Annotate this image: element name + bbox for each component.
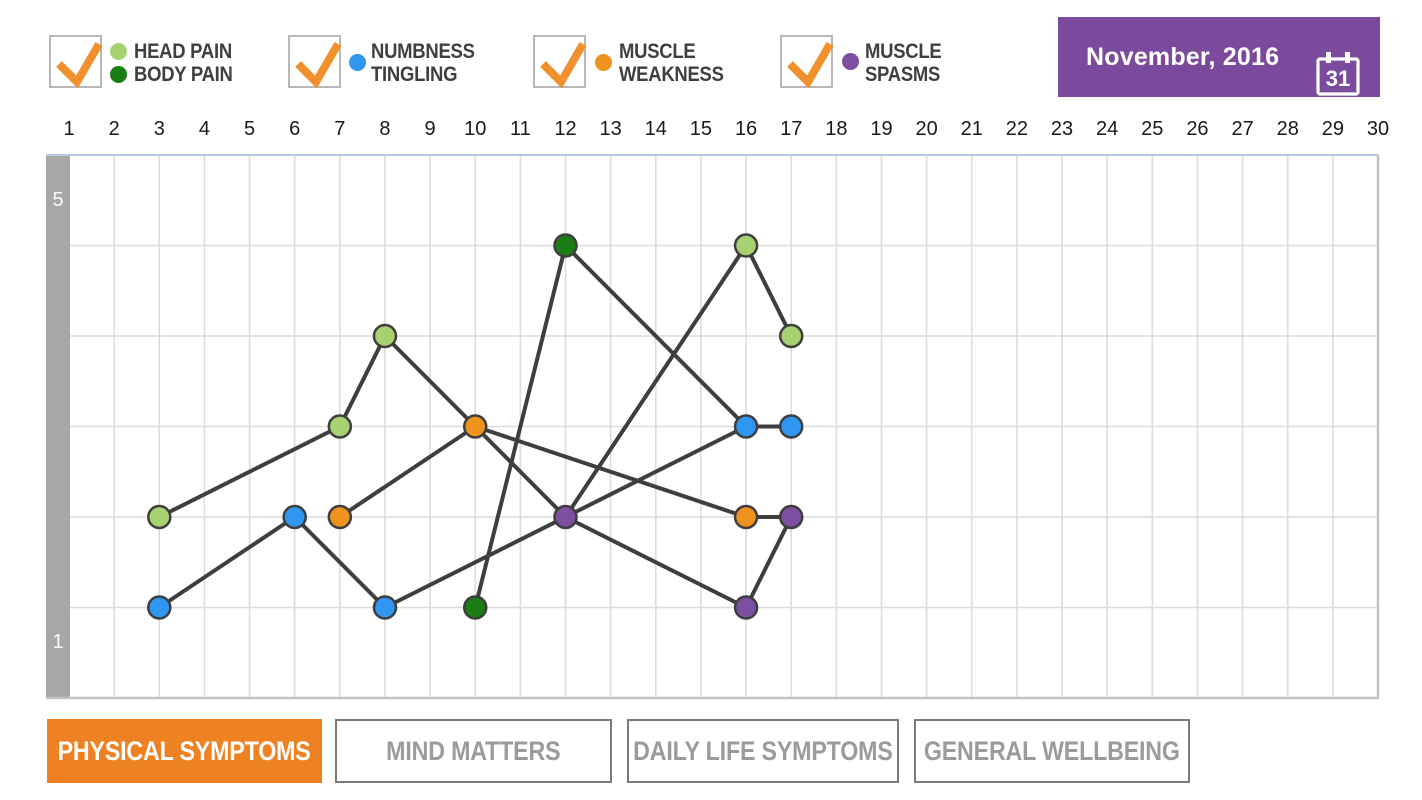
chart-segment xyxy=(744,244,793,337)
x-axis-label-29: 29 xyxy=(1321,118,1344,140)
x-axis-label-11: 11 xyxy=(509,118,531,140)
chart-segment xyxy=(473,425,567,519)
dot-muscle-spasms-day17[interactable] xyxy=(778,504,804,530)
x-axis-label-19: 19 xyxy=(870,118,893,140)
legend-label-tingling: TINGLING xyxy=(371,63,458,86)
x-axis-label-27: 27 xyxy=(1231,118,1254,140)
x-axis-label-5: 5 xyxy=(243,118,256,140)
checkmark-icon xyxy=(787,41,834,89)
dot-head-pain-day7[interactable] xyxy=(327,414,353,439)
symptom-line-chart xyxy=(46,154,1380,700)
dot-head-pain-day8[interactable] xyxy=(372,323,398,349)
x-axis-label-16: 16 xyxy=(734,118,758,140)
x-axis-label-20: 20 xyxy=(915,118,938,140)
chart-segment xyxy=(563,244,748,519)
dot-body-pain-day10[interactable] xyxy=(462,595,488,620)
dot-numbness-tingling-day16[interactable] xyxy=(733,414,759,439)
checkbox-muscle-weakness[interactable] xyxy=(533,35,587,89)
x-axis-label-8: 8 xyxy=(379,118,391,140)
x-axis-label-14: 14 xyxy=(644,118,667,140)
chart-area: 5 1 xyxy=(46,154,1380,700)
checkbox-head-body-pain[interactable] xyxy=(49,35,103,89)
dot-numbness-tingling-day8[interactable] xyxy=(372,595,398,620)
legend-dot-muscle-weakness xyxy=(595,54,612,71)
chart-segment xyxy=(293,515,387,609)
x-axis-label-15: 15 xyxy=(689,118,713,140)
x-axis: 1 2 3 4 5 6 7 8 9 10 11 12 13 14 15 16 17 18 19 20 21 22 23 24 2… xyxy=(0,118,1422,142)
chart-segment xyxy=(338,424,477,519)
dot-muscle-weakness-day7[interactable] xyxy=(327,504,353,530)
tab-physical-symptoms[interactable]: PHYSICAL SYMPTOMS xyxy=(47,719,322,783)
x-axis-label-3: 3 xyxy=(153,118,165,140)
x-axis-label-13: 13 xyxy=(599,118,622,140)
dot-body-pain-day12[interactable] xyxy=(553,233,578,258)
x-axis-label-25: 25 xyxy=(1141,118,1164,140)
checkbox-muscle-spasms[interactable] xyxy=(780,35,834,89)
x-axis-label-2: 2 xyxy=(108,118,120,140)
chart-segment xyxy=(473,245,568,608)
legend-dot-body-pain xyxy=(110,66,127,83)
dot-numbness-tingling-day6[interactable] xyxy=(282,504,307,530)
legend-label-muscle-w: MUSCLE xyxy=(619,40,696,63)
legend-label-muscle-s: MUSCLE xyxy=(865,40,942,63)
x-axis-label-12: 12 xyxy=(554,118,577,140)
svg-text:31: 31 xyxy=(1326,66,1350,91)
dot-muscle-weakness-day16[interactable] xyxy=(733,504,759,530)
checkmark-icon xyxy=(56,41,103,89)
x-axis-label-4: 4 xyxy=(198,118,210,140)
tab-daily-life-symptoms[interactable]: DAILY LIFE SYMPTOMS xyxy=(627,719,899,783)
tab-mind-matters[interactable]: MIND MATTERS xyxy=(335,719,612,783)
chart-segment xyxy=(158,515,296,610)
chart-segment xyxy=(158,424,341,519)
y-axis-label-max: 5 xyxy=(52,189,64,211)
chart-segment xyxy=(383,334,477,428)
x-axis-label-22: 22 xyxy=(1005,118,1029,140)
x-axis-label-24: 24 xyxy=(1096,118,1119,140)
x-axis-label-10: 10 xyxy=(464,118,487,140)
legend-label-body-pain: BODY PAIN xyxy=(134,63,233,86)
chart-segment xyxy=(474,424,747,519)
legend-label-numbness: NUMBNESS xyxy=(371,40,475,63)
chart-segment xyxy=(338,335,387,428)
month-label: November, 2016 xyxy=(1086,43,1280,71)
dot-muscle-weakness-day10[interactable] xyxy=(462,414,488,439)
x-axis-label-7: 7 xyxy=(334,118,346,140)
legend: HEAD PAIN BODY PAIN NUMBNESS TINGLING MU… xyxy=(0,0,1060,100)
dot-head-pain-day3[interactable] xyxy=(147,504,172,530)
checkbox-numbness-tingling[interactable] xyxy=(288,35,342,89)
dot-muscle-spasms-day12[interactable] xyxy=(553,504,578,530)
dot-numbness-tingling-day17[interactable] xyxy=(778,414,804,439)
x-axis-label-30: 30 xyxy=(1366,118,1390,140)
x-axis-label-17: 17 xyxy=(780,118,803,140)
chart-segment xyxy=(744,516,793,609)
legend-dot-head-pain xyxy=(110,43,127,60)
legend-label-head-pain: HEAD PAIN xyxy=(134,40,232,63)
legend-dot-muscle-spasms xyxy=(842,53,859,70)
checkmark-icon xyxy=(295,41,342,89)
x-axis-label-9: 9 xyxy=(424,118,436,140)
legend-label-spasms: SPASMS xyxy=(865,63,941,86)
month-selector-button[interactable]: November, 2016 31 xyxy=(1058,17,1380,97)
checkmark-icon xyxy=(540,41,587,89)
y-axis-label-min: 1 xyxy=(52,631,64,653)
calendar-icon: 31 xyxy=(1316,52,1360,96)
x-axis-label-21: 21 xyxy=(960,118,983,140)
x-axis-label-1: 1 xyxy=(63,118,75,140)
dot-head-pain-day17[interactable] xyxy=(778,323,804,349)
x-axis-label-23: 23 xyxy=(1050,118,1074,140)
x-axis-label-26: 26 xyxy=(1186,118,1209,140)
tab-general-wellbeing[interactable]: GENERAL WELLBEING xyxy=(914,719,1190,783)
x-axis-label-18: 18 xyxy=(825,118,848,140)
x-axis-label-28: 28 xyxy=(1276,118,1299,140)
chart-segment xyxy=(564,244,748,428)
legend-dot-numbness-tingling xyxy=(349,54,366,71)
legend-label-weakness: WEAKNESS xyxy=(619,63,724,86)
dot-muscle-spasms-day16[interactable] xyxy=(733,595,759,620)
x-axis-label-6: 6 xyxy=(289,118,301,140)
y-axis-strip: 5 1 xyxy=(46,155,70,698)
dot-numbness-tingling-day3[interactable] xyxy=(147,595,172,620)
chart-segment xyxy=(564,515,747,610)
dot-head-pain-day16[interactable] xyxy=(733,233,759,258)
